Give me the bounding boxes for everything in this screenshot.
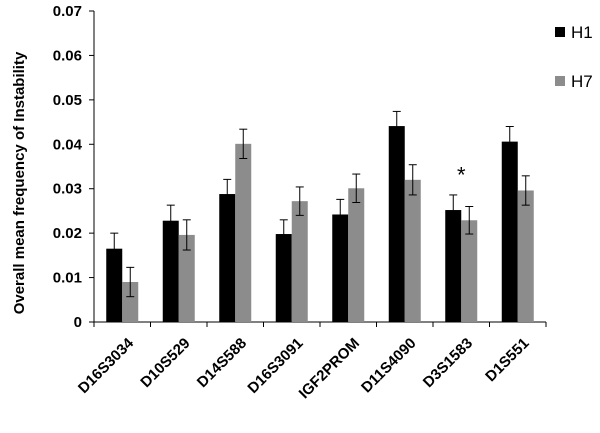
bar-h7 <box>235 143 252 322</box>
category-label: IGF2PROM <box>296 335 363 402</box>
y-tick-label: 0 <box>74 314 82 331</box>
bar-h1 <box>106 248 123 322</box>
bar-h1 <box>501 141 518 322</box>
category-label: D3S1583 <box>420 335 476 391</box>
error-bar <box>110 232 119 265</box>
error-bar <box>408 164 417 196</box>
legend: H1 H7 <box>555 23 593 91</box>
bar-h1 <box>388 126 405 322</box>
y-tick-label: 0.07 <box>53 3 82 20</box>
significance-marker: * <box>457 163 466 188</box>
y-axis-title: Overall mean frequency of Instability <box>11 51 28 314</box>
error-bar <box>505 126 514 158</box>
legend-label-h1: H1 <box>571 23 593 42</box>
bar-h1 <box>275 234 292 322</box>
error-bar <box>336 198 345 231</box>
bar-h7 <box>122 282 139 322</box>
error-bar <box>521 175 530 206</box>
error-bar <box>182 219 191 251</box>
error-bar <box>223 178 232 210</box>
bar-h1 <box>219 194 236 322</box>
y-tick-label: 0.04 <box>53 136 83 153</box>
y-tick-label: 0.03 <box>53 181 82 198</box>
error-bar <box>295 186 304 216</box>
error-bar <box>465 205 474 235</box>
error-bar <box>352 173 361 203</box>
annotations: * <box>457 163 466 188</box>
category-label: D1S551 <box>482 335 532 385</box>
bar-h7 <box>517 190 534 322</box>
axes: 0 0.01 0.02 0.03 0.04 0.05 0.06 0.07 <box>53 3 547 331</box>
category-label: D10S529 <box>137 335 193 391</box>
error-bar <box>126 266 135 298</box>
error-bar <box>279 219 288 249</box>
bar-h7 <box>291 201 308 322</box>
bar-h1 <box>332 214 349 322</box>
bar-h1 <box>445 210 462 322</box>
y-tick-label: 0.05 <box>53 92 82 109</box>
error-bar <box>239 128 248 160</box>
error-bar <box>449 194 458 226</box>
category-label: D11S4090 <box>358 335 420 397</box>
bar-h7 <box>461 220 478 322</box>
error-bar <box>166 204 175 237</box>
category-label: D14S588 <box>194 335 250 391</box>
bar-h7 <box>178 234 195 322</box>
legend-swatch-h7 <box>555 76 565 86</box>
bar-h7 <box>348 188 365 322</box>
legend-label-h7: H7 <box>571 72 593 91</box>
category-label: D16S3034 <box>75 334 138 397</box>
y-tick-label: 0.01 <box>53 270 82 287</box>
bar-h7 <box>404 179 421 322</box>
bars <box>106 110 534 322</box>
y-tick-label: 0.06 <box>53 47 82 64</box>
bar-h1 <box>162 220 179 322</box>
y-tick-label: 0.02 <box>53 225 82 242</box>
legend-swatch-h1 <box>555 27 565 37</box>
error-bar <box>392 110 401 142</box>
category-labels: D16S3034 D10S529 D14S588D16S3091IGF2PROMD1… <box>75 334 533 402</box>
